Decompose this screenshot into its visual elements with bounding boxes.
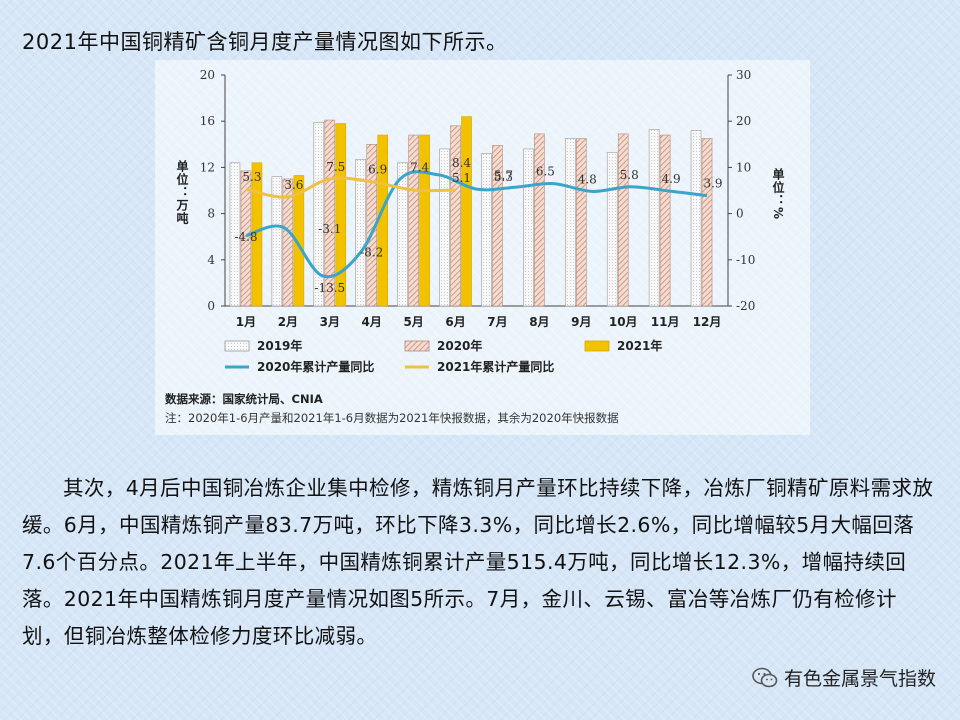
legend-swatch-2021年: [584, 340, 610, 352]
bar-2019年: [313, 122, 325, 307]
chart-source: 数据来源：国家统计局、CNIA: [165, 392, 323, 406]
x-tick-label: 5月: [403, 315, 423, 329]
legend-label: 2021年累计产量同比: [437, 359, 554, 374]
x-tick-label: 12月: [693, 315, 722, 329]
data-label: 4.8: [578, 172, 597, 186]
x-tick-label: 9月: [571, 315, 591, 329]
left-tick-label: 8: [207, 207, 215, 221]
right-tick-label: -20: [736, 299, 755, 313]
paragraph-text: 其次，4月后中国铜冶炼企业集中检修，精炼铜月产量环比持续下降，冶炼厂铜精矿原料需…: [22, 476, 934, 648]
bar-2019年: [481, 153, 492, 307]
data-label: 6.5: [536, 165, 555, 179]
left-axis-unit: 单位：万吨: [175, 159, 189, 225]
right-tick-label: 20: [736, 114, 751, 128]
bar-2021年: [335, 123, 347, 307]
x-tick-label: 3月: [320, 315, 340, 329]
chart-note: 注：2020年1-6月产量和2021年1-6月数据为2021年快报数据，其余为2…: [165, 411, 619, 425]
right-tick-label: 10: [736, 160, 751, 174]
bar-2020年: [408, 134, 419, 307]
bar-2019年: [271, 176, 283, 307]
bar-2019年: [229, 162, 241, 307]
data-label: -13.5: [314, 281, 345, 295]
bar-2019年: [523, 148, 534, 307]
bar-2019年: [564, 138, 576, 307]
legend-label: 2020年累计产量同比: [257, 359, 374, 374]
data-label: 3.6: [284, 178, 303, 192]
data-label: -3.1: [318, 222, 341, 236]
bar-2019年: [439, 148, 450, 307]
right-tick-label: 30: [736, 68, 751, 82]
bar-2019年: [397, 162, 408, 307]
left-tick-label: 20: [200, 68, 215, 82]
x-tick-label: 1月: [236, 315, 256, 329]
x-tick-label: 2月: [278, 315, 298, 329]
bar-2020年: [617, 133, 629, 307]
copper-output-chart: 0 4 8 12 16 20 -20 -10 0 10 20 30 单位：万吨 单位：% 1月 2月 3月 4月 5…: [155, 60, 810, 435]
watermark-text: 有色金属景气指数: [783, 668, 936, 690]
bar-2021年: [293, 175, 305, 307]
right-tick-label: 0: [736, 207, 744, 221]
data-label: 4.9: [662, 172, 681, 186]
data-label: 5.3: [242, 170, 261, 184]
line-2021-cumulative-yoy: [245, 176, 456, 199]
chart-svg: 0 4 8 12 16 20 -20 -10 0 10 20 30 单位：万吨 单位：% 1月 2月 3月 4月 5…: [155, 60, 810, 435]
legend-swatch-2019年: [224, 340, 250, 352]
left-tick-label: 16: [200, 114, 215, 128]
bar-2021年: [419, 134, 430, 307]
legend-label: 2019年: [257, 338, 302, 353]
bar-2019年: [690, 130, 702, 307]
bar-2020年: [240, 170, 252, 307]
bar-2019年: [648, 128, 660, 307]
data-label: 5.8: [620, 168, 639, 182]
line-2020-cumulative-yoy: [245, 170, 708, 279]
x-tick-label: 6月: [445, 315, 465, 329]
left-tick-label: 12: [200, 160, 215, 174]
bar-2020年: [659, 134, 671, 307]
data-label: 8.4: [452, 156, 471, 170]
x-tick-label: 11月: [651, 315, 680, 329]
wechat-icon: [752, 667, 778, 687]
data-label: -8.2: [360, 245, 383, 259]
bar-2020年: [324, 119, 336, 307]
x-tick-label: 10月: [609, 315, 638, 329]
x-tick-label: 7月: [487, 315, 507, 329]
data-label: 5.7: [494, 168, 513, 182]
left-tick-label: 0: [207, 299, 215, 313]
data-label: 5.1: [452, 171, 471, 185]
bar-2020年: [282, 178, 294, 307]
body-paragraph: 其次，4月后中国铜冶炼企业集中检修，精炼铜月产量环比持续下降，冶炼厂铜精矿原料需…: [22, 470, 938, 655]
bar-2020年: [450, 125, 461, 307]
bar-2019年: [355, 159, 367, 307]
account-watermark: 有色金属景气指数: [752, 664, 936, 691]
data-label: 5.3: [494, 170, 513, 184]
bar-2020年: [534, 133, 545, 307]
data-label: 3.9: [703, 177, 722, 191]
bar-2020年: [575, 138, 587, 307]
bar-2020年: [492, 145, 503, 307]
left-tick-label: 4: [207, 253, 215, 267]
right-tick-label: -10: [736, 253, 755, 267]
x-tick-label: 4月: [362, 315, 382, 329]
legend-label: 2021年: [617, 338, 662, 353]
right-axis-unit: 单位：%: [771, 167, 785, 220]
bar-2019年: [606, 152, 618, 307]
data-label: 7.5: [326, 160, 345, 174]
x-tick-label: 8月: [529, 315, 549, 329]
page-heading: 2021年中国铜精矿含铜月度产量情况图如下所示。: [22, 30, 508, 54]
data-label: -4.8: [234, 230, 257, 244]
legend-label: 2020年: [437, 338, 482, 353]
data-label: 7.4: [410, 160, 429, 174]
bar-2020年: [701, 138, 713, 307]
data-label: 6.9: [368, 163, 387, 177]
legend-swatch-2020年: [404, 340, 430, 352]
bar-2021年: [461, 116, 472, 307]
